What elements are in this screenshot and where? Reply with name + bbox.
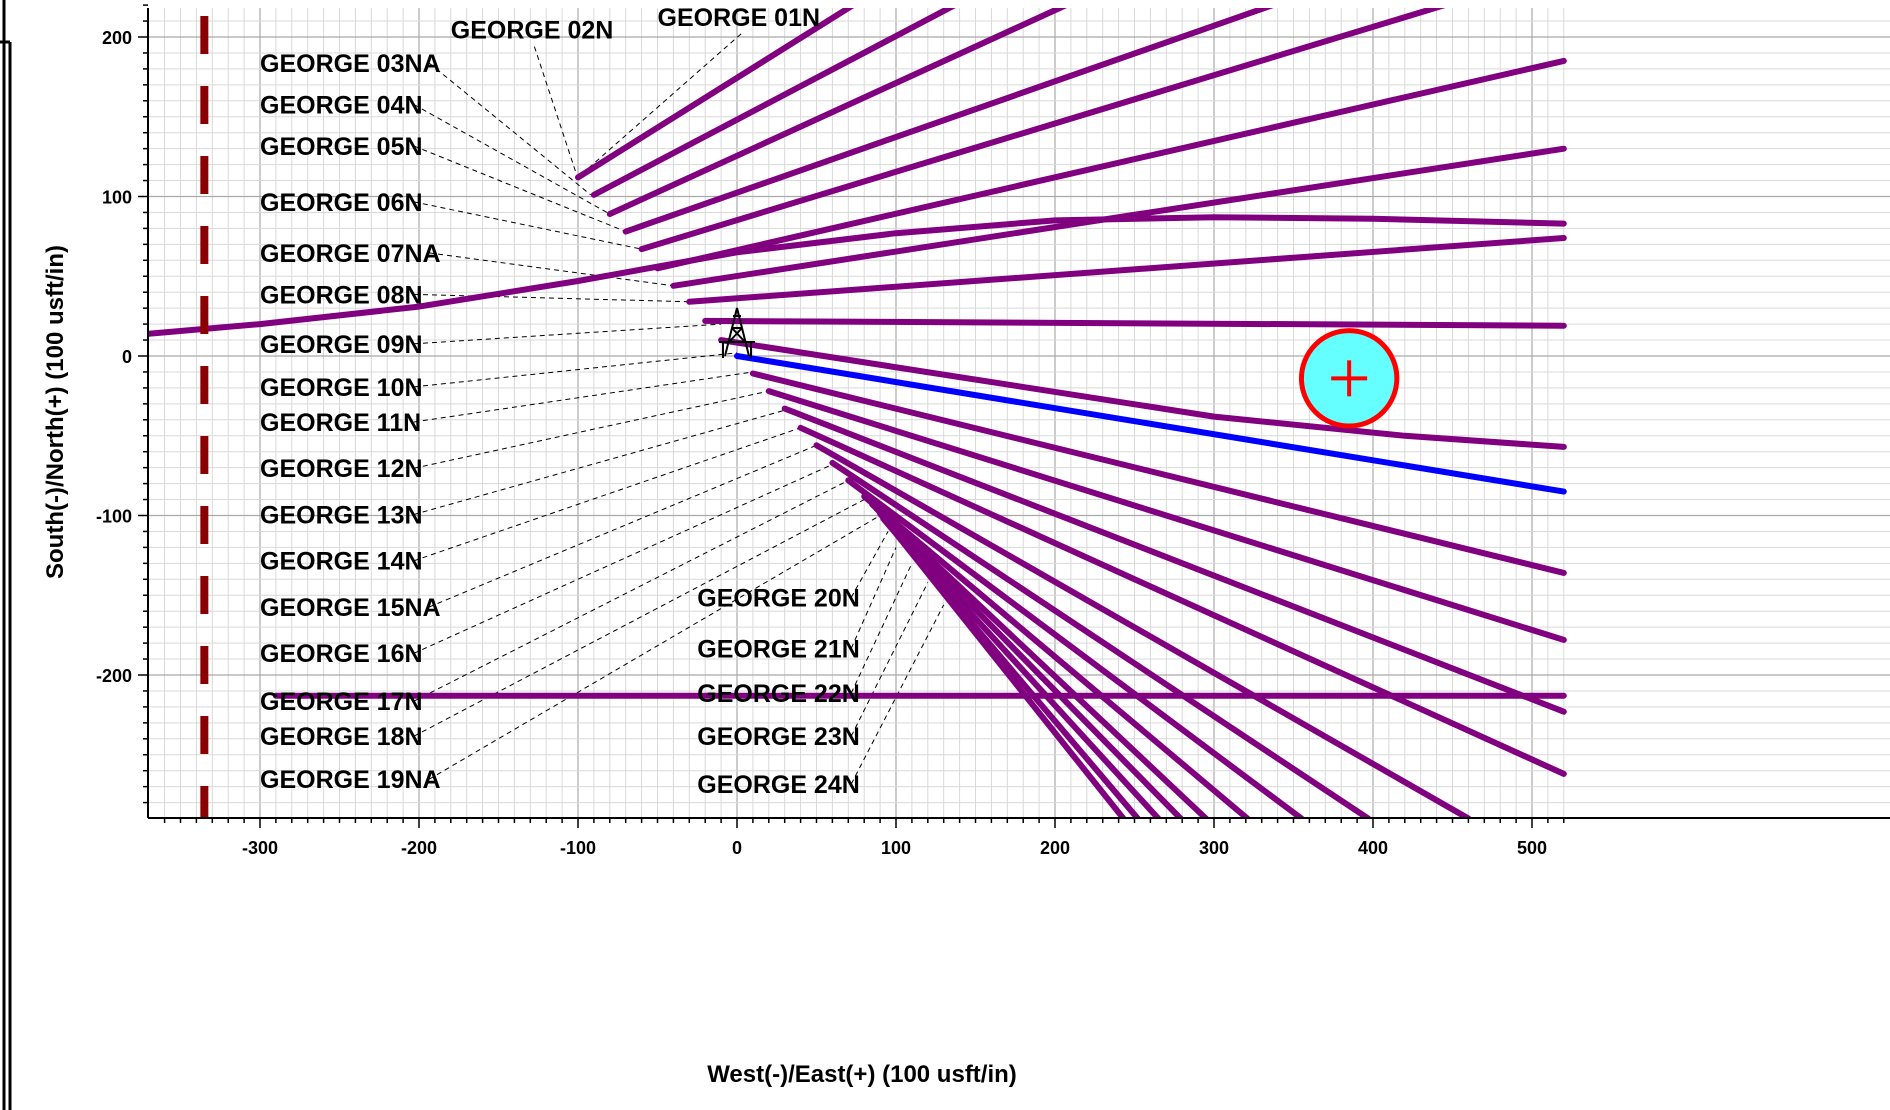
offset-well-path <box>749 370 1567 576</box>
offset-well-path <box>873 506 1184 818</box>
label-leader-line <box>413 427 801 562</box>
label-leaders <box>413 33 945 785</box>
well-label: GEORGE 06N <box>260 189 423 217</box>
well-label: GEORGE 05N <box>260 133 423 161</box>
label-leader-line <box>429 444 817 608</box>
subject-well-path <box>734 353 1567 495</box>
well-label: GEORGE 19NA <box>260 766 441 794</box>
label-leader-line <box>413 323 722 345</box>
offset-well-path <box>781 405 1567 715</box>
well-label: GEORGE 24N <box>697 771 860 799</box>
label-leader-line <box>850 531 889 598</box>
well-label: GEORGE 18N <box>260 723 423 751</box>
offset-well-path <box>638 8 1446 253</box>
y-tick-label: -200 <box>96 666 132 686</box>
offset-well-path <box>718 337 1567 450</box>
well-label: GEORGE 01N <box>658 4 821 32</box>
offset-well-path <box>861 493 1251 818</box>
axes: -300 -200 -100 0 100 200 300 400 500 200 100 0 -100 -… <box>96 4 1890 858</box>
offset-well-path <box>575 8 855 181</box>
well-label: GEORGE 16N <box>260 640 423 668</box>
label-leader-line <box>413 104 611 215</box>
label-leader-line <box>413 409 785 515</box>
y-tick-label: 200 <box>102 28 132 48</box>
y-axis-title: South(-)/North(+) (100 usft/in) <box>42 245 69 579</box>
well-label: GEORGE 03NA <box>260 50 441 78</box>
x-tick-label: -100 <box>560 838 596 858</box>
well-label: GEORGE 12N <box>260 455 423 483</box>
label-leader-line <box>850 582 929 737</box>
x-tick-label: -300 <box>242 838 278 858</box>
offset-well-path <box>885 520 1127 818</box>
label-leader-line <box>428 62 592 196</box>
y-tick-label: 100 <box>102 188 132 208</box>
offset-well-path <box>877 510 1162 818</box>
x-tick-label: 400 <box>1358 838 1388 858</box>
offset-well-path <box>686 235 1567 305</box>
offset-well-path <box>606 8 1067 217</box>
y-tick-label: -100 <box>96 507 132 527</box>
well-label: GEORGE 13N <box>260 501 423 529</box>
grid <box>148 8 1890 818</box>
offset-well-path <box>797 424 1567 777</box>
label-leader-line <box>413 390 769 469</box>
x-tick-label: -200 <box>401 838 437 858</box>
label-leader-line <box>413 145 626 233</box>
well-label: GEORGE 14N <box>260 548 423 576</box>
well-label: GEORGE 20N <box>697 584 860 612</box>
offset-well-path <box>829 459 1372 818</box>
label-leader-line <box>413 293 690 303</box>
well-label: GEORGE 04N <box>260 92 423 120</box>
label-leader-line <box>533 46 579 180</box>
label-leader-line <box>413 352 738 388</box>
offset-well-path <box>590 8 956 198</box>
offset-well-path <box>845 477 1305 818</box>
label-leader-line <box>413 464 833 654</box>
x-tick-label: 200 <box>1040 838 1070 858</box>
label-leader-line <box>850 547 897 649</box>
derrick-shape <box>719 307 755 358</box>
label-leader-line <box>428 515 881 780</box>
x-axis-title: West(-)/East(+) (100 usft/in) <box>707 1061 1017 1088</box>
offset-well-path <box>622 8 1274 235</box>
x-tick-label: 0 <box>732 838 742 858</box>
well-label: GEORGE 02N <box>451 17 614 45</box>
well-label: GEORGE 21N <box>697 635 860 663</box>
well-labels: GEORGE 01N GEORGE 02N GEORGE 03NA GEORGE 04… <box>260 4 860 799</box>
x-tick-label: 300 <box>1199 838 1229 858</box>
label-leader-line <box>577 33 742 178</box>
target-circle-icon <box>1298 328 1400 429</box>
well-label: GEORGE 11N <box>260 409 421 437</box>
offset-well-path <box>813 442 1472 818</box>
offset-well-path <box>654 57 1567 272</box>
well-label: GEORGE 15NA <box>260 594 441 622</box>
offset-well-path <box>148 214 1567 337</box>
well-label: GEORGE 17N <box>260 688 423 716</box>
well-label: GEORGE 22N <box>697 680 860 708</box>
well-label: GEORGE 23N <box>697 723 860 751</box>
label-leader-line <box>413 371 753 423</box>
label-leader-line <box>850 563 913 694</box>
offset-well-path <box>702 317 1567 329</box>
offset-well-path <box>765 388 1567 643</box>
well-paths <box>148 8 1567 818</box>
label-leader-line <box>413 201 642 250</box>
y-tick-label: 0 <box>122 347 132 367</box>
well-label: GEORGE 09N <box>260 331 423 359</box>
x-tick-label: 500 <box>1517 838 1547 858</box>
well-derrick-icon <box>719 307 755 358</box>
well-label: GEORGE 07NA <box>260 240 441 268</box>
well-label: GEORGE 10N <box>260 374 423 402</box>
well-label: GEORGE 08N <box>260 281 423 309</box>
label-leader-line <box>413 479 849 702</box>
x-tick-label: 100 <box>881 838 911 858</box>
